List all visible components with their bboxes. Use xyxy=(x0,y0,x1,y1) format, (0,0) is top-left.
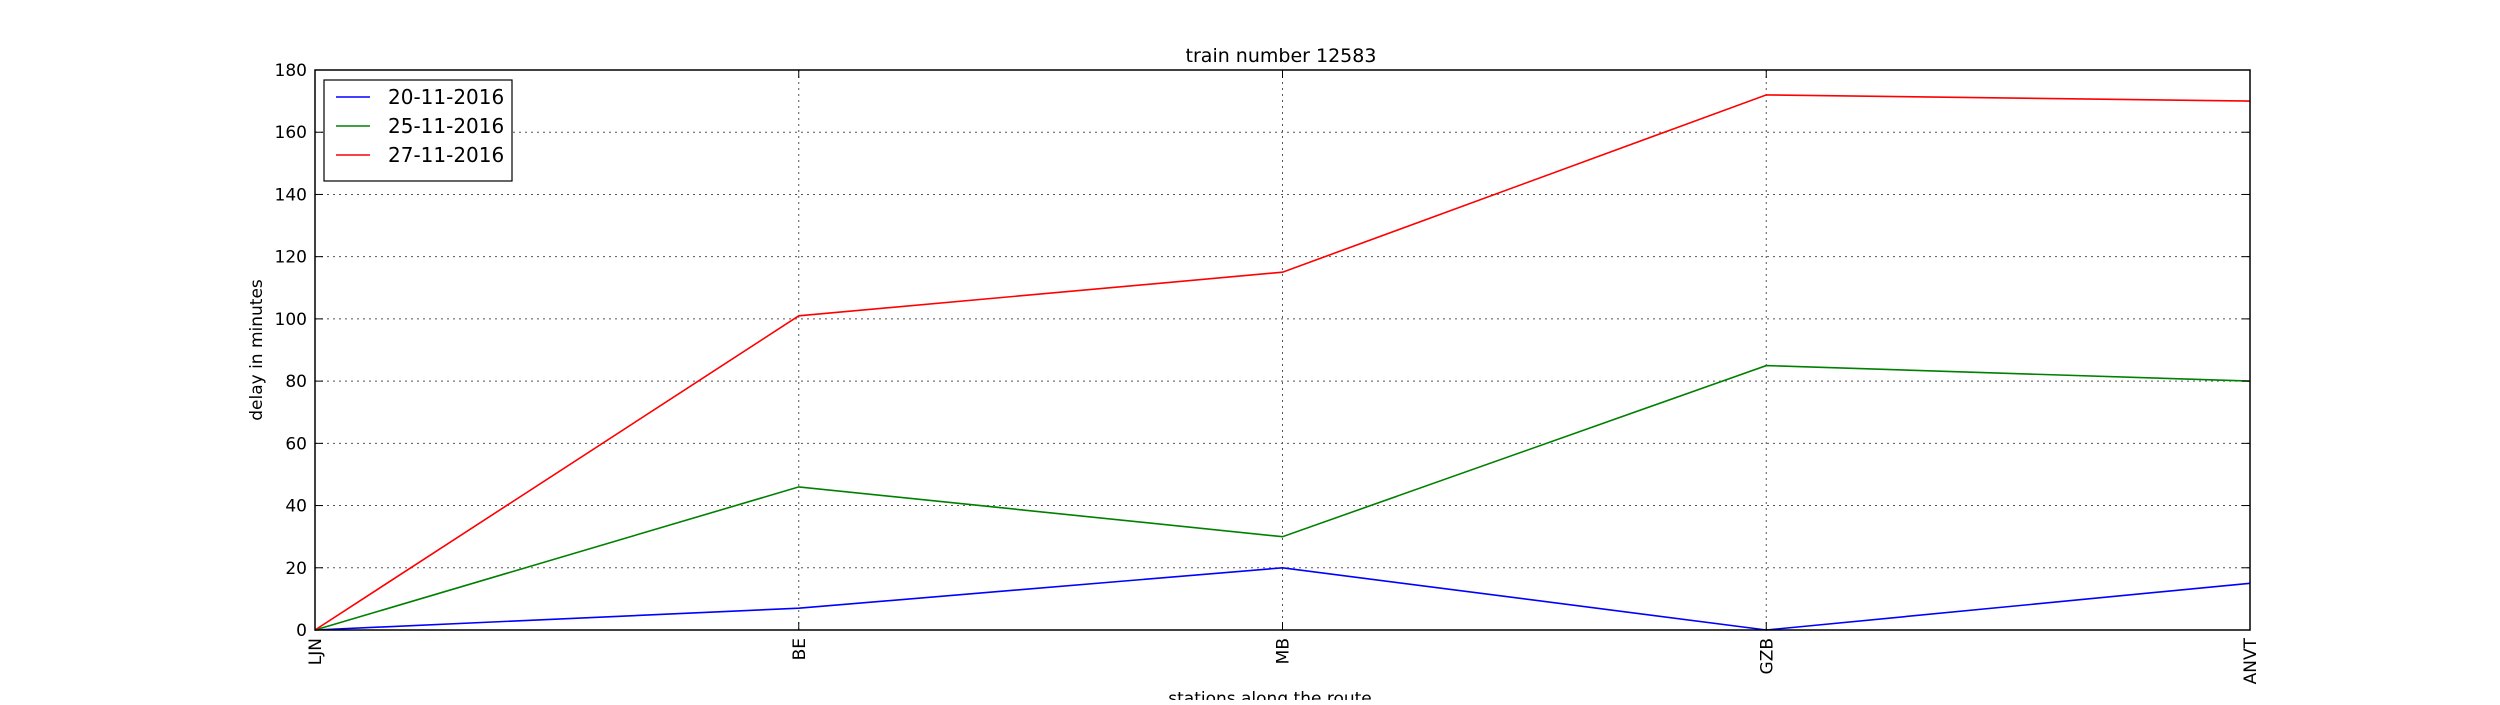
y-tick-label: 80 xyxy=(285,372,307,392)
y-tick-label: 60 xyxy=(285,434,307,454)
chart-title: train number 12583 xyxy=(1186,45,1377,67)
legend-label: 25-11-2016 xyxy=(388,114,504,138)
x-tick-label: ANVT xyxy=(2241,637,2261,684)
legend: 20-11-2016 25-11-2016 27-11-2016 xyxy=(324,80,512,181)
x-axis-label: stations along the route xyxy=(1168,689,1372,700)
y-tick-label: 100 xyxy=(275,310,307,330)
y-axis-label: delay in minutes xyxy=(247,279,267,421)
x-tick-label: MB xyxy=(1274,638,1294,664)
x-tick-label: GZB xyxy=(1757,638,1777,674)
y-tick-label: 160 xyxy=(275,123,307,143)
x-tick-label: BE xyxy=(790,638,810,660)
y-tick-label: 0 xyxy=(296,621,307,641)
y-tick-label: 20 xyxy=(285,559,307,579)
grid-layer xyxy=(315,70,2250,630)
legend-label: 20-11-2016 xyxy=(388,85,504,109)
legend-label: 27-11-2016 xyxy=(388,143,504,167)
series-layer xyxy=(315,95,2250,630)
y-tick-label: 180 xyxy=(275,61,307,81)
y-tick-label: 140 xyxy=(275,185,307,205)
y-tick-label: 120 xyxy=(275,248,307,268)
series-line-27-11-2016 xyxy=(315,95,2250,630)
y-tick-label: 40 xyxy=(285,497,307,517)
x-tick-label: LJN xyxy=(306,638,326,665)
